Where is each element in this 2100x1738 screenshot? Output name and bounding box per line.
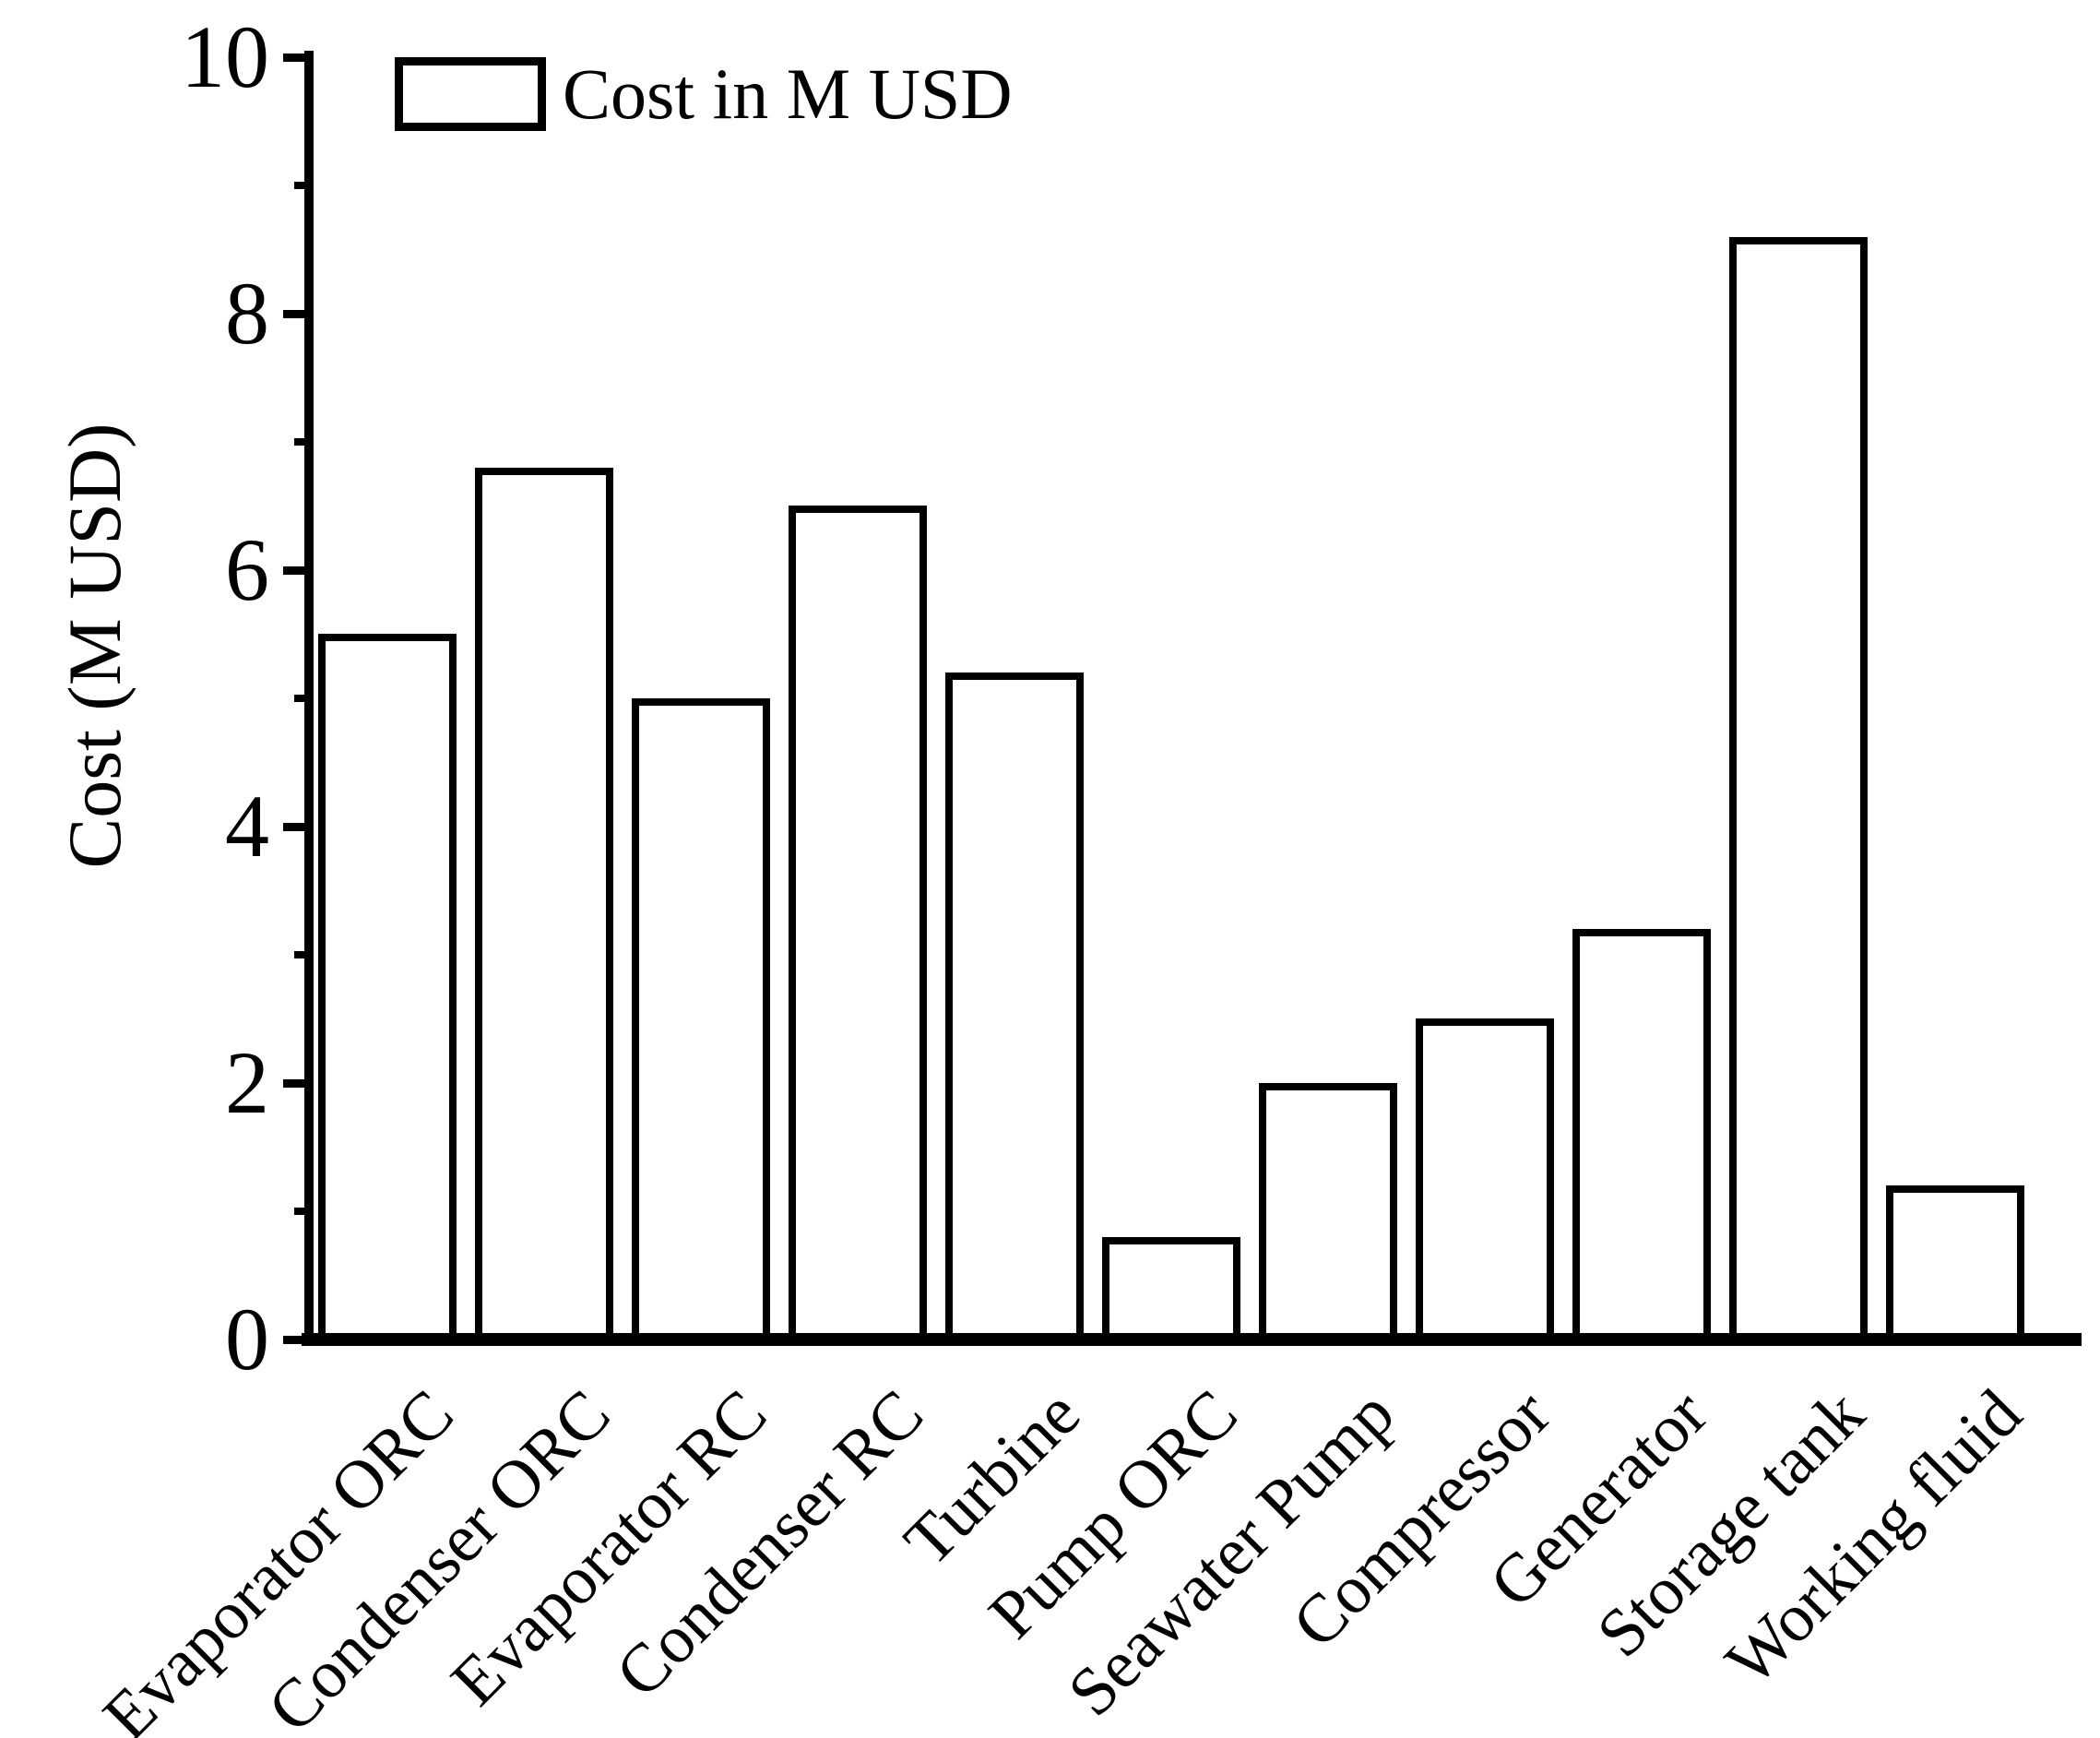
y-minor-tick-9 (294, 182, 309, 189)
legend: Cost in M USD (395, 57, 1013, 131)
y-minor-tick-5 (294, 695, 309, 702)
bar-condenser-orc (475, 468, 613, 1339)
y-major-tick-0 (283, 1335, 309, 1344)
y-axis-line (304, 51, 314, 1339)
y-minor-tick-7 (294, 438, 309, 446)
y-tick-label-8: 8 (225, 264, 269, 363)
bar-evaporator-orc (318, 634, 457, 1339)
y-major-tick-8 (283, 309, 309, 318)
bar-evaporator-rc (632, 698, 770, 1339)
bar-working-fluid (1886, 1185, 2024, 1339)
y-tick-label-6: 6 (225, 520, 269, 619)
bar-generator (1572, 929, 1711, 1339)
bar-compressor (1416, 1018, 1554, 1339)
y-major-tick-2 (283, 1078, 309, 1088)
bar-condenser-rc (789, 506, 927, 1339)
bar-turbine (945, 673, 1084, 1339)
bar-seawater-pump (1259, 1083, 1397, 1339)
y-tick-label-4: 4 (225, 777, 269, 875)
legend-label: Cost in M USD (563, 54, 1013, 134)
y-major-tick-4 (283, 822, 309, 831)
y-major-tick-6 (283, 565, 309, 575)
y-minor-tick-3 (294, 951, 309, 958)
y-tick-label-10: 10 (181, 7, 269, 106)
x-axis-line (302, 1333, 2082, 1346)
bar-storage-tank (1729, 237, 1868, 1339)
y-minor-tick-1 (294, 1208, 309, 1215)
y-tick-label-0: 0 (225, 1290, 269, 1388)
y-major-tick-10 (283, 53, 309, 62)
legend-swatch (395, 57, 546, 131)
y-tick-label-2: 2 (225, 1033, 269, 1132)
bar-pump-orc (1102, 1237, 1240, 1339)
